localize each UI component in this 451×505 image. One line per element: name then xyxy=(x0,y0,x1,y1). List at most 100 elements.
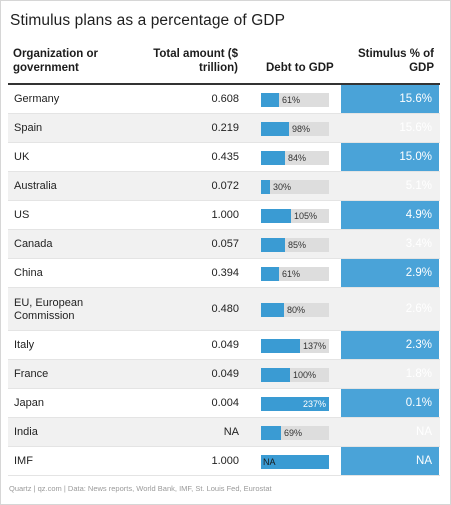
debt-bar-track: 85% xyxy=(261,237,329,252)
table-row: IMF 1.000 NA NA xyxy=(8,447,440,476)
debt-bar-label: 105% xyxy=(294,210,318,221)
cell-organization: Spain xyxy=(14,121,43,134)
cell-total-amount: 1.000 xyxy=(211,454,239,467)
source-footer: Quartz | qz.com | Data: News reports, Wo… xyxy=(9,484,272,493)
debt-bar-track: NA xyxy=(261,454,329,469)
cell-stimulus-pct: 3.4% xyxy=(405,237,432,250)
cell-organization: Canada xyxy=(14,237,53,250)
debt-bar xyxy=(261,302,284,317)
column-header-org: Organization or government xyxy=(13,48,98,74)
table-row: UK 0.435 84% 15.0% xyxy=(8,143,440,172)
column-header-debt: Debt to GDP xyxy=(266,62,334,74)
debt-bar-track: 105% xyxy=(261,208,329,223)
debt-bar-label: 61% xyxy=(282,268,301,279)
debt-bar xyxy=(261,367,290,382)
table-row: Canada 0.057 85% 3.4% xyxy=(8,230,440,259)
debt-bar-label: 85% xyxy=(288,239,307,250)
cell-organization: France xyxy=(14,367,49,380)
table-row: France 0.049 100% 1.8% xyxy=(8,360,440,389)
debt-bar-track: 80% xyxy=(261,302,329,317)
debt-bar xyxy=(261,454,329,469)
debt-bar-track: 61% xyxy=(261,266,329,281)
debt-bar xyxy=(261,266,279,281)
cell-stimulus-pct: 2.3% xyxy=(405,338,432,351)
cell-total-amount: 0.394 xyxy=(211,266,239,279)
debt-bar xyxy=(261,92,279,107)
cell-total-amount: 0.219 xyxy=(211,121,239,134)
debt-bar xyxy=(261,425,281,440)
cell-total-amount: 0.049 xyxy=(211,338,239,351)
debt-bar-track: 84% xyxy=(261,150,329,165)
debt-bar-label: NA xyxy=(263,456,276,467)
cell-organization: Germany xyxy=(14,92,60,105)
cell-total-amount: 0.004 xyxy=(211,396,239,409)
debt-bar-track: 69% xyxy=(261,425,329,440)
cell-stimulus-pct: 15.6% xyxy=(399,121,432,134)
debt-bar-track: 237% xyxy=(261,396,329,411)
cell-organization: India xyxy=(14,425,38,438)
debt-bar-track: 98% xyxy=(261,121,329,136)
cell-stimulus-pct: 4.9% xyxy=(405,208,432,221)
table-row: India NA 69% NA xyxy=(8,418,440,447)
table-row: Spain 0.219 98% 15.6% xyxy=(8,114,440,143)
cell-total-amount: 0.072 xyxy=(211,179,239,192)
cell-stimulus-pct: 2.6% xyxy=(405,302,432,315)
column-header-stimulus: Stimulus % of GDP xyxy=(357,48,434,74)
cell-stimulus-pct: NA xyxy=(416,454,432,467)
cell-stimulus-pct: 2.9% xyxy=(405,266,432,279)
cell-total-amount: 0.049 xyxy=(211,367,239,380)
cell-total-amount: 1.000 xyxy=(211,208,239,221)
cell-stimulus-pct: 15.6% xyxy=(399,92,432,105)
cell-stimulus-pct: NA xyxy=(416,425,432,438)
cell-organization: Australia xyxy=(14,179,57,192)
debt-bar xyxy=(261,396,329,411)
debt-bar xyxy=(261,179,270,194)
table-row: Italy 0.049 137% 2.3% xyxy=(8,331,440,360)
page-title: Stimulus plans as a percentage of GDP xyxy=(10,12,286,29)
debt-bar-label: 80% xyxy=(287,304,306,315)
debt-bar-track: 30% xyxy=(261,179,329,194)
table-row: EU, European Commission 0.480 80% 2.6% xyxy=(8,288,440,331)
table-row: Germany 0.608 61% 15.6% xyxy=(8,85,440,114)
debt-bar-label: 100% xyxy=(293,369,317,380)
debt-bar xyxy=(261,150,285,165)
debt-bar-label: 84% xyxy=(288,152,307,163)
cell-organization: Japan xyxy=(14,396,44,409)
table-row: Japan 0.004 237% 0.1% xyxy=(8,389,440,418)
table-header: Organization or government Total amount … xyxy=(8,42,440,85)
cell-organization: Italy xyxy=(14,338,35,351)
cell-organization: China xyxy=(14,266,43,279)
debt-bar xyxy=(261,208,291,223)
cell-total-amount: 0.480 xyxy=(211,302,239,315)
cell-stimulus-pct: 1.8% xyxy=(405,367,432,380)
cell-organization: UK xyxy=(14,150,30,163)
cell-stimulus-pct: 5.1% xyxy=(405,179,432,192)
cell-total-amount: NA xyxy=(223,425,239,438)
debt-bar-label: 237% xyxy=(302,398,326,409)
debt-bar-label: 30% xyxy=(273,181,292,192)
table-row: US 1.000 105% 4.9% xyxy=(8,201,440,230)
debt-bar xyxy=(261,338,300,353)
table-row: Australia 0.072 30% 5.1% xyxy=(8,172,440,201)
debt-bar-label: 98% xyxy=(292,123,311,134)
cell-organization: US xyxy=(14,208,30,221)
debt-bar-track: 100% xyxy=(261,367,329,382)
cell-organization: IMF xyxy=(14,454,33,467)
debt-bar-label: 61% xyxy=(282,94,301,105)
debt-bar xyxy=(261,121,289,136)
cell-stimulus-pct: 0.1% xyxy=(405,396,432,409)
stimulus-column-highlight xyxy=(341,85,439,476)
cell-total-amount: 0.435 xyxy=(211,150,239,163)
debt-bar-track: 61% xyxy=(261,92,329,107)
debt-bar-label: 137% xyxy=(303,340,327,351)
cell-stimulus-pct: 15.0% xyxy=(399,150,432,163)
debt-bar xyxy=(261,237,285,252)
debt-bar-label: 69% xyxy=(284,427,303,438)
cell-total-amount: 0.608 xyxy=(211,92,239,105)
cell-total-amount: 0.057 xyxy=(211,237,239,250)
table-row: China 0.394 61% 2.9% xyxy=(8,259,440,288)
cell-organization: EU, European Commission xyxy=(14,296,84,322)
column-header-total: Total amount ($ trillion) xyxy=(153,48,238,74)
debt-bar-track: 137% xyxy=(261,338,329,353)
